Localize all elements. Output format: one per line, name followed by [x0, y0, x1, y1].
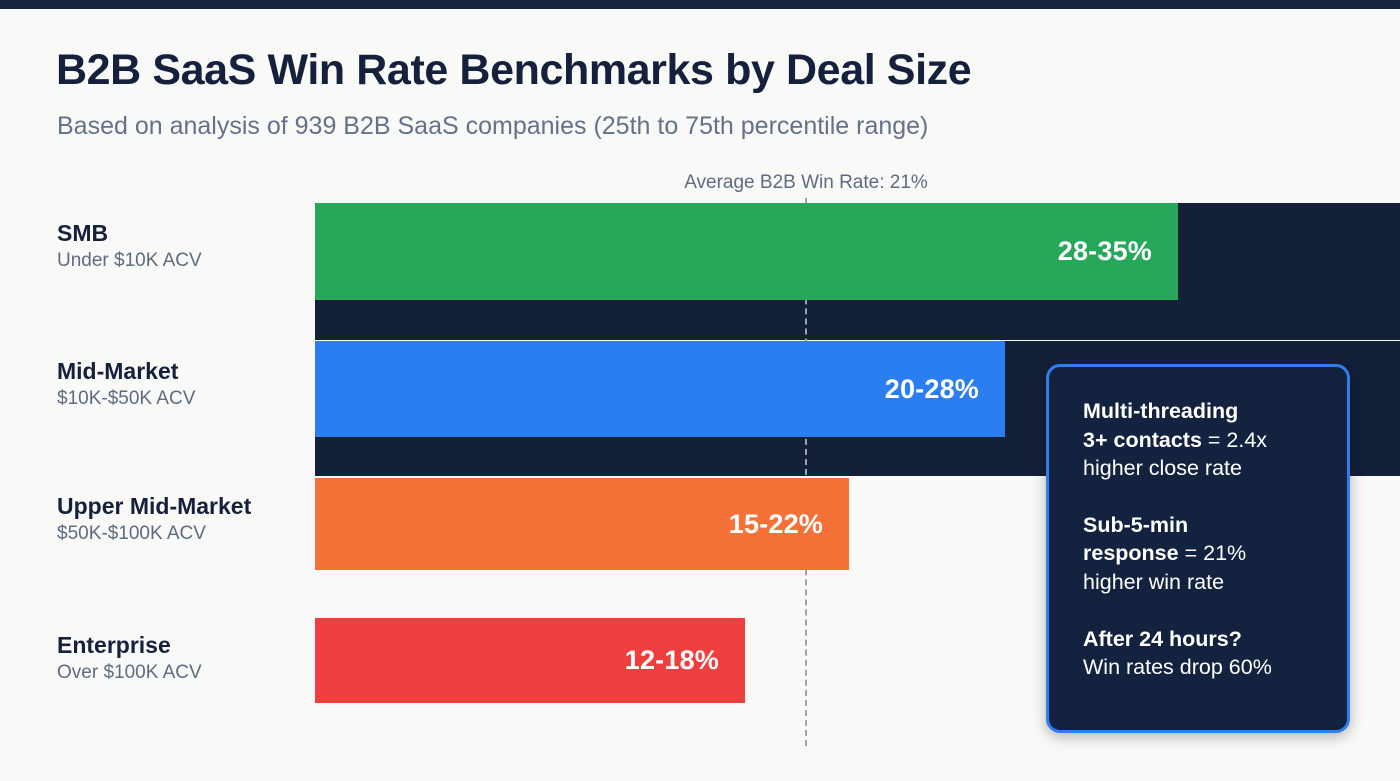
insight-2-line1: Sub-5-min: [1083, 512, 1189, 537]
row-label-upper-mid-market: Upper Mid-Market $50K-$100K ACV: [57, 493, 251, 547]
bar-value-upper-mid-market: 15-22%: [728, 508, 823, 539]
insight-2-line2-bold: response: [1083, 541, 1179, 566]
bar-enterprise[interactable]: 12-18%: [315, 618, 745, 703]
insight-3-line1: After 24 hours?: [1083, 626, 1242, 651]
top-accent-strip: [0, 0, 1400, 9]
row-name-smb: SMB: [57, 220, 109, 246]
average-reference-line: [805, 198, 807, 746]
bar-smb[interactable]: 28-35%: [315, 203, 1178, 300]
insight-1-line2-bold: 3+ contacts: [1083, 427, 1202, 452]
page-subtitle: Based on analysis of 939 B2B SaaS compan…: [57, 112, 929, 140]
insight-1-line3: higher close rate: [1083, 456, 1242, 481]
row-label-mid-market: Mid-Market $10K-$50K ACV: [57, 358, 195, 412]
bar-mid-market[interactable]: 20-28%: [315, 341, 1005, 437]
row-label-smb: SMB Under $10K ACV: [57, 220, 202, 274]
insight-2-line3: higher win rate: [1083, 569, 1225, 594]
average-reference-label: Average B2B Win Rate: 21%: [684, 172, 928, 193]
row-sub-mid-market: $10K-$50K ACV: [57, 388, 196, 410]
insight-2-line2-rest: = 21%: [1178, 541, 1247, 566]
row-label-enterprise: Enterprise Over $100K ACV: [57, 632, 202, 686]
page-title: B2B SaaS Win Rate Benchmarks by Deal Siz…: [56, 46, 972, 94]
insight-block-multi-threading: Multi-threading 3+ contacts = 2.4x highe…: [1083, 397, 1323, 483]
insight-3-line3: Win rates drop 60%: [1083, 655, 1272, 680]
bar-upper-mid-market[interactable]: 15-22%: [315, 478, 849, 570]
insight-1-line1: Multi-threading: [1083, 399, 1239, 423]
row-name-upper-mid-market: Upper Mid-Market: [57, 493, 252, 519]
bar-value-enterprise: 12-18%: [624, 645, 719, 675]
insight-1-line2-rest: = 2.4x: [1201, 427, 1268, 452]
row-sub-upper-mid-market: $50K-$100K ACV: [57, 523, 206, 545]
bar-value-smb: 28-35%: [1057, 236, 1152, 266]
insight-block-after-24-hours: After 24 hours? Win rates drop 60%: [1083, 625, 1323, 682]
row-name-enterprise: Enterprise: [57, 632, 171, 658]
insight-card: Multi-threading 3+ contacts = 2.4x highe…: [1046, 364, 1350, 733]
row-name-mid-market: Mid-Market: [57, 358, 179, 384]
row-sub-smb: Under $10K ACV: [57, 250, 202, 272]
row-sub-enterprise: Over $100K ACV: [57, 662, 202, 684]
insight-block-response-time: Sub-5-min response = 21% higher win rate: [1083, 511, 1323, 597]
bar-value-mid-market: 20-28%: [884, 373, 979, 404]
